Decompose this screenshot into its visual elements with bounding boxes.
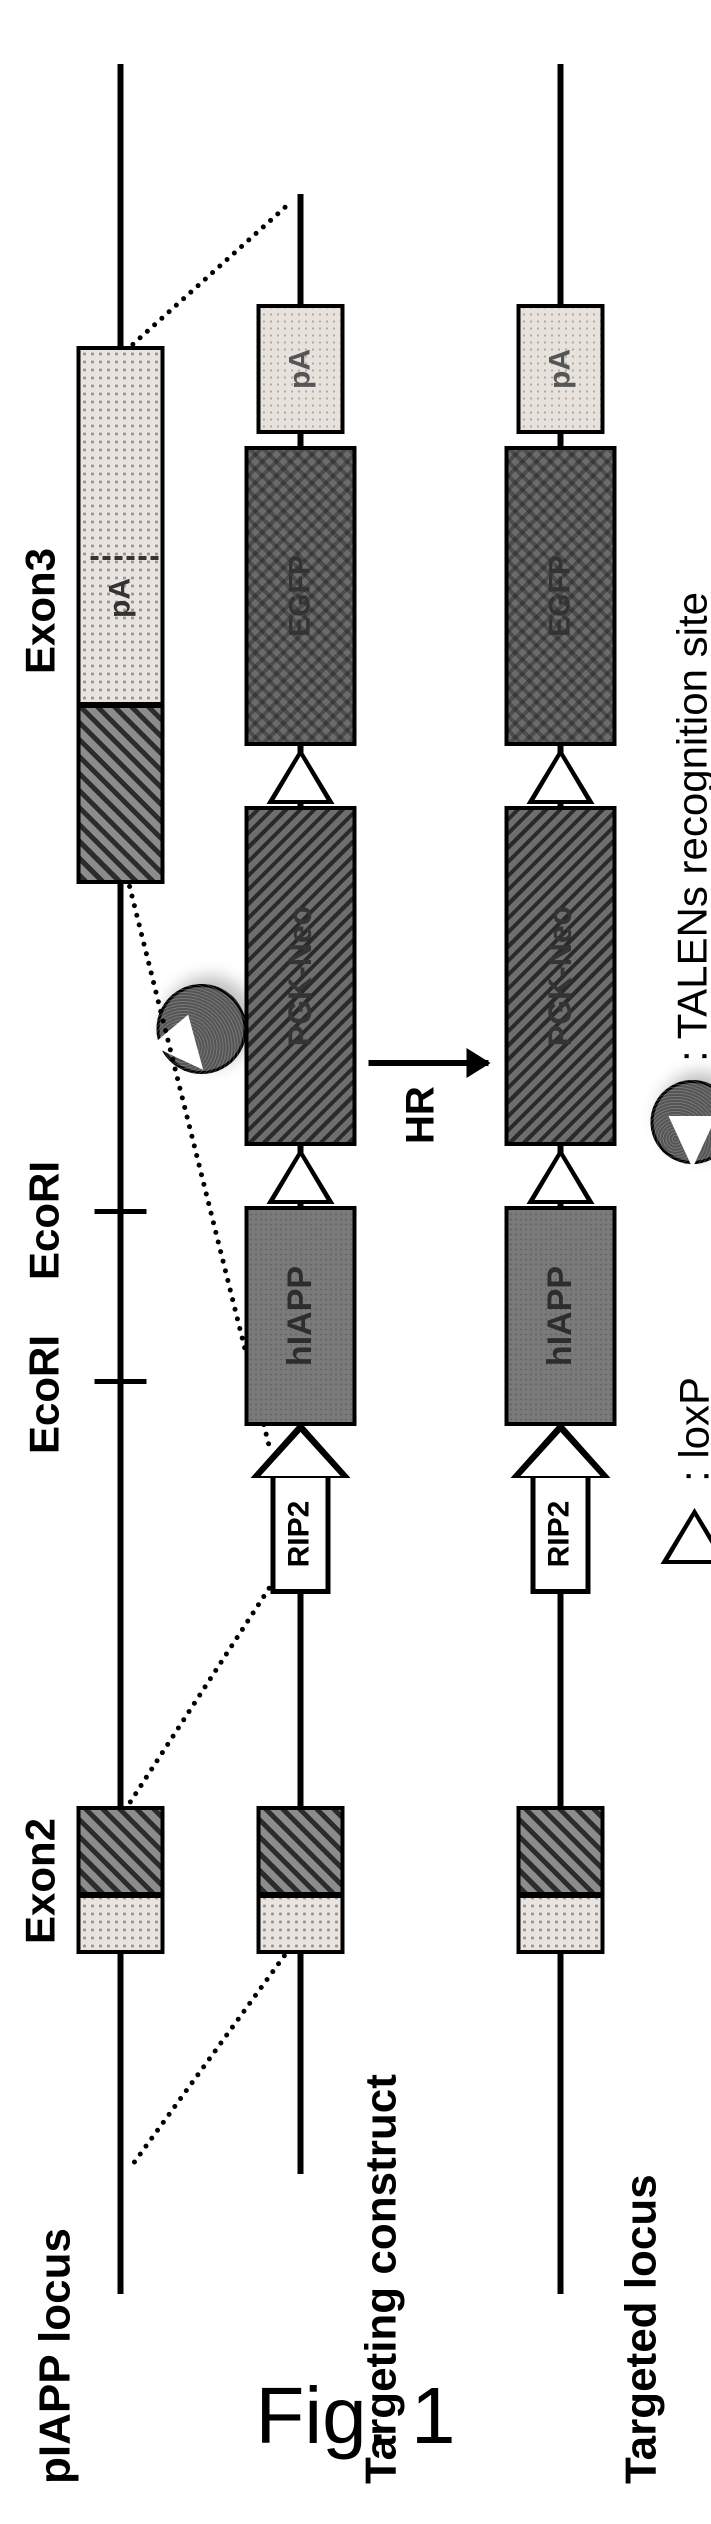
ecori-label-1: EcoRI: [20, 1335, 68, 1454]
targeted-exon2-cds: [516, 1806, 604, 1896]
loxp-1: [266, 1148, 334, 1204]
homology-dash-L1: [130, 1944, 293, 2165]
legend-loxp-text: : loxP: [670, 1377, 711, 1482]
ecori-tick-1: [94, 1379, 146, 1384]
targeted-hiapp-label: hIAPP: [541, 1210, 580, 1422]
pgk-neo-label: PGK-Neo: [282, 810, 319, 1142]
construct-exon2-cds: [256, 1806, 344, 1896]
exon2-label: Exon2: [16, 1818, 64, 1944]
pA-box: pA: [256, 304, 344, 434]
exon3-utr-box: pA: [76, 346, 164, 706]
legend-talens: : TALENs recognition site: [650, 592, 711, 1164]
rip2-label: RIP2: [282, 1474, 316, 1594]
loxp-2: [266, 748, 334, 804]
rotated-stage: pIAPP locus Exon2 EcoRI EcoRI pA Exon3: [0, 0, 711, 2524]
homology-dash-L2: [126, 1585, 272, 1806]
legend-talens-icon: [650, 1080, 711, 1164]
hiapp-box: hIAPP: [244, 1206, 356, 1426]
rip2-promoter-arrow: RIP2: [256, 1424, 344, 1594]
targeted-egfp-label: EGFP: [543, 450, 577, 742]
exon3-label: Exon3: [16, 548, 64, 674]
targeted-rip2-label: RIP2: [542, 1474, 576, 1594]
targeted-pA-box: pA: [516, 304, 604, 434]
ecori-label-2: EcoRI: [20, 1161, 68, 1280]
targeted-egfp-box: EGFP: [504, 446, 616, 746]
targeted-pgk-neo-box: PGK-Neo: [504, 806, 616, 1146]
targeted-pgk-neo-label: PGK-Neo: [542, 810, 579, 1142]
legend-talens-text: : TALENs recognition site: [668, 592, 711, 1062]
pA-box-label: pA: [283, 308, 317, 430]
egfp-label: EGFP: [283, 450, 317, 742]
exon2-cds-box: [76, 1806, 164, 1896]
figure-label: Fig. 1: [0, 2370, 711, 2462]
hiapp-label: hIAPP: [281, 1210, 320, 1422]
hr-label: HR: [398, 1086, 443, 1144]
construct-exon2-utr: [256, 1894, 344, 1954]
figure-canvas: pIAPP locus Exon2 EcoRI EcoRI pA Exon3: [0, 0, 711, 2524]
targeted-pA-box-label: pA: [543, 308, 577, 430]
hr-arrow: [368, 1060, 488, 1066]
ecori-tick-2: [94, 1209, 146, 1214]
pgk-neo-box: PGK-Neo: [244, 806, 356, 1146]
targeted-loxp-1: [526, 1148, 594, 1204]
legend-loxp: : loxP: [660, 1377, 711, 1564]
targeted-hiapp-box: hIAPP: [504, 1206, 616, 1426]
targeted-rip2-arrow: RIP2: [516, 1424, 604, 1594]
targeted-exon2-utr: [516, 1894, 604, 1954]
exon2-utr-box: [76, 1894, 164, 1954]
pA-label-in-exon3: pA: [103, 558, 137, 638]
exon3-cds-box: [76, 704, 164, 884]
targeted-loxp-2: [526, 748, 594, 804]
egfp-box: EGFP: [244, 446, 356, 746]
